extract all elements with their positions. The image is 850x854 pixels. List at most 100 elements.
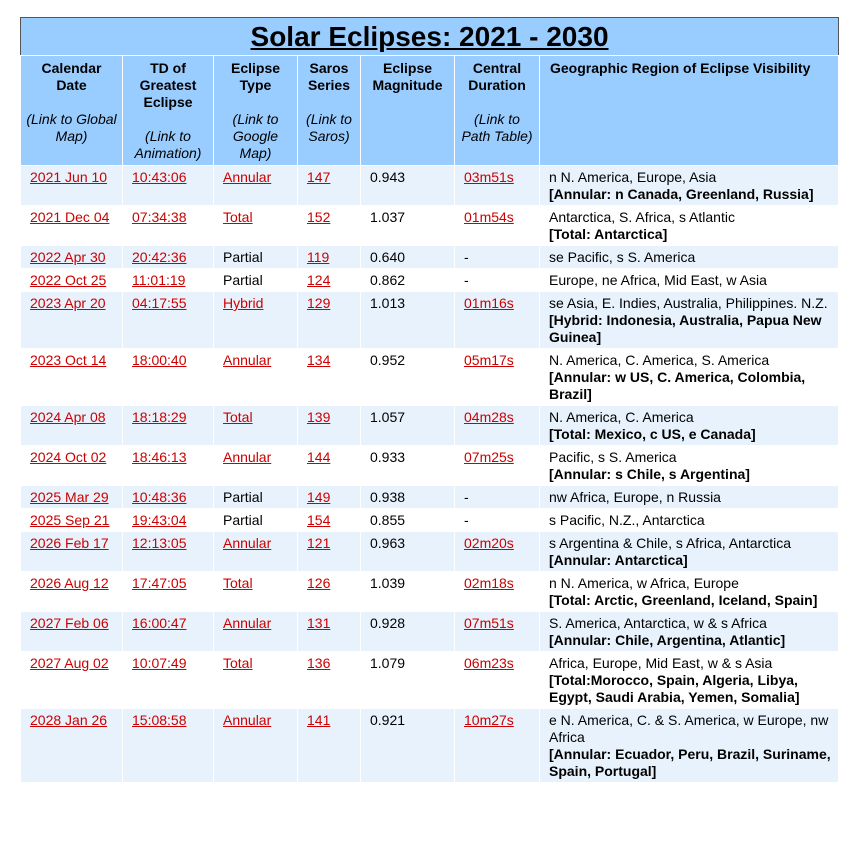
td-greatest-link[interactable]: 18:46:13 xyxy=(132,449,187,465)
saros-series-link[interactable]: 119 xyxy=(307,249,330,265)
central-duration-link[interactable]: 07m51s xyxy=(464,615,514,631)
central-duration-link[interactable]: 10m27s xyxy=(464,712,514,728)
eclipse-magnitude-text: 1.057 xyxy=(370,409,406,425)
geographic-region-cell: N. America, C. America [Total: Mexico, c … xyxy=(538,405,840,446)
eclipse-type-link[interactable]: Annular xyxy=(223,712,272,728)
saros-series-cell: 141 xyxy=(297,708,361,783)
calendar-date-link[interactable]: 2021 Jun 10 xyxy=(30,169,108,185)
saros-series-link[interactable]: 144 xyxy=(307,449,331,465)
saros-series-link[interactable]: 154 xyxy=(307,512,331,528)
central-duration-link[interactable]: 05m17s xyxy=(464,352,514,368)
central-duration-cell: - xyxy=(454,508,540,532)
eclipse-type-link[interactable]: Annular xyxy=(223,615,272,631)
table-row: 2021 Jun 10 10:43:06 Annular 147 0.943 03m51s… xyxy=(20,165,840,206)
calendar-date-link[interactable]: 2025 Mar 29 xyxy=(30,489,109,505)
eclipse-type-link[interactable]: Total xyxy=(223,209,253,225)
calendar-date-link[interactable]: 2026 Feb 17 xyxy=(30,535,109,551)
saros-series-link[interactable]: 152 xyxy=(307,209,331,225)
saros-series-link[interactable]: 131 xyxy=(307,615,331,631)
td-greatest-link[interactable]: 12:13:05 xyxy=(132,535,187,551)
saros-series-link[interactable]: 141 xyxy=(307,712,331,728)
central-duration-link[interactable]: 07m25s xyxy=(464,449,514,465)
calendar-date-link[interactable]: 2026 Aug 12 xyxy=(30,575,109,591)
saros-series-link[interactable]: 126 xyxy=(307,575,331,591)
region-text: nw Africa, Europe, n Russia xyxy=(549,489,721,505)
header-central-duration-label: Central Duration xyxy=(468,60,526,93)
central-duration-cell: 07m51s xyxy=(454,611,540,652)
table-row: 2026 Feb 17 12:13:05 Annular 121 0.963 02m20s… xyxy=(20,531,840,572)
td-greatest-link[interactable]: 07:34:38 xyxy=(132,209,187,225)
central-duration-link[interactable]: 01m54s xyxy=(464,209,514,225)
eclipse-magnitude-text: 0.862 xyxy=(370,272,406,288)
geographic-region-cell: N. America, C. America, S. America [Annul… xyxy=(538,348,840,406)
eclipse-type-link[interactable]: Annular xyxy=(223,169,272,185)
central-path-detail: [Total: Mexico, c US, e Canada] xyxy=(549,426,756,442)
td-greatest-cell: 15:08:58 xyxy=(122,708,214,783)
td-greatest-link[interactable]: 10:48:36 xyxy=(132,489,187,505)
saros-series-link[interactable]: 134 xyxy=(307,352,331,368)
saros-series-link[interactable]: 124 xyxy=(307,272,331,288)
td-greatest-link[interactable]: 18:00:40 xyxy=(132,352,187,368)
header-eclipse-type-link-note: (Link to Google Map) xyxy=(232,111,279,161)
td-greatest-link[interactable]: 17:47:05 xyxy=(132,575,187,591)
eclipse-magnitude-cell: 0.921 xyxy=(360,708,455,783)
header-saros-series-link-note: (Link to Saros) xyxy=(306,111,352,144)
td-greatest-link[interactable]: 16:00:47 xyxy=(132,615,187,631)
td-greatest-link[interactable]: 04:17:55 xyxy=(132,295,187,311)
calendar-date-link[interactable]: 2027 Feb 06 xyxy=(30,615,109,631)
eclipse-type-link[interactable]: Total xyxy=(223,409,253,425)
calendar-date-cell: 2026 Feb 17 xyxy=(20,531,123,572)
saros-series-link[interactable]: 139 xyxy=(307,409,331,425)
central-duration-link[interactable]: 02m18s xyxy=(464,575,514,591)
td-greatest-link[interactable]: 10:07:49 xyxy=(132,655,187,671)
central-duration-text: - xyxy=(464,489,469,505)
region-text: N. America, C. America, S. America xyxy=(549,352,770,368)
central-duration-link[interactable]: 06m23s xyxy=(464,655,514,671)
calendar-date-link[interactable]: 2023 Oct 14 xyxy=(30,352,107,368)
eclipse-magnitude-text: 1.039 xyxy=(370,575,406,591)
region-text: se Pacific, s S. America xyxy=(549,249,696,265)
central-duration-cell: 02m20s xyxy=(454,531,540,572)
central-duration-link[interactable]: 03m51s xyxy=(464,169,514,185)
calendar-date-link[interactable]: 2024 Apr 08 xyxy=(30,409,106,425)
saros-series-link[interactable]: 149 xyxy=(307,489,331,505)
central-duration-link[interactable]: 04m28s xyxy=(464,409,514,425)
td-greatest-cell: 11:01:19 xyxy=(122,268,214,292)
calendar-date-cell: 2027 Aug 02 xyxy=(20,651,123,709)
calendar-date-link[interactable]: 2027 Aug 02 xyxy=(30,655,109,671)
saros-series-cell: 119 xyxy=(297,245,361,269)
calendar-date-cell: 2026 Aug 12 xyxy=(20,571,123,612)
td-greatest-link[interactable]: 18:18:29 xyxy=(132,409,187,425)
central-duration-link[interactable]: 01m16s xyxy=(464,295,514,311)
eclipse-type-link[interactable]: Annular xyxy=(223,535,272,551)
saros-series-link[interactable]: 121 xyxy=(307,535,331,551)
saros-series-cell: 134 xyxy=(297,348,361,406)
eclipse-type-link[interactable]: Annular xyxy=(223,352,272,368)
saros-series-link[interactable]: 136 xyxy=(307,655,331,671)
eclipse-type-link[interactable]: Annular xyxy=(223,449,272,465)
geographic-region-cell: s Argentina & Chile, s Africa, Antarctic… xyxy=(538,531,840,572)
calendar-date-link[interactable]: 2023 Apr 20 xyxy=(30,295,106,311)
saros-series-link[interactable]: 147 xyxy=(307,169,331,185)
calendar-date-link[interactable]: 2022 Apr 30 xyxy=(30,249,106,265)
td-greatest-link[interactable]: 11:01:19 xyxy=(132,272,186,288)
central-path-detail: [Total: Arctic, Greenland, Iceland, Spai… xyxy=(549,592,818,608)
eclipse-type-link[interactable]: Total xyxy=(223,575,253,591)
calendar-date-link[interactable]: 2024 Oct 02 xyxy=(30,449,107,465)
geographic-region-cell: s Pacific, N.Z., Antarctica xyxy=(538,508,840,532)
calendar-date-link[interactable]: 2022 Oct 25 xyxy=(30,272,107,288)
eclipse-type-text: Partial xyxy=(223,249,263,265)
central-duration-link[interactable]: 02m20s xyxy=(464,535,514,551)
central-duration-cell: 03m51s xyxy=(454,165,540,206)
td-greatest-link[interactable]: 10:43:06 xyxy=(132,169,187,185)
calendar-date-link[interactable]: 2021 Dec 04 xyxy=(30,209,110,225)
td-greatest-link[interactable]: 20:42:36 xyxy=(132,249,187,265)
calendar-date-link[interactable]: 2028 Jan 26 xyxy=(30,712,108,728)
saros-series-link[interactable]: 129 xyxy=(307,295,331,311)
calendar-date-link[interactable]: 2025 Sep 21 xyxy=(30,512,110,528)
eclipse-type-link[interactable]: Hybrid xyxy=(223,295,264,311)
eclipse-type-link[interactable]: Total xyxy=(223,655,253,671)
td-greatest-link[interactable]: 15:08:58 xyxy=(132,712,187,728)
td-greatest-link[interactable]: 19:43:04 xyxy=(132,512,187,528)
calendar-date-cell: 2021 Dec 04 xyxy=(20,205,123,246)
